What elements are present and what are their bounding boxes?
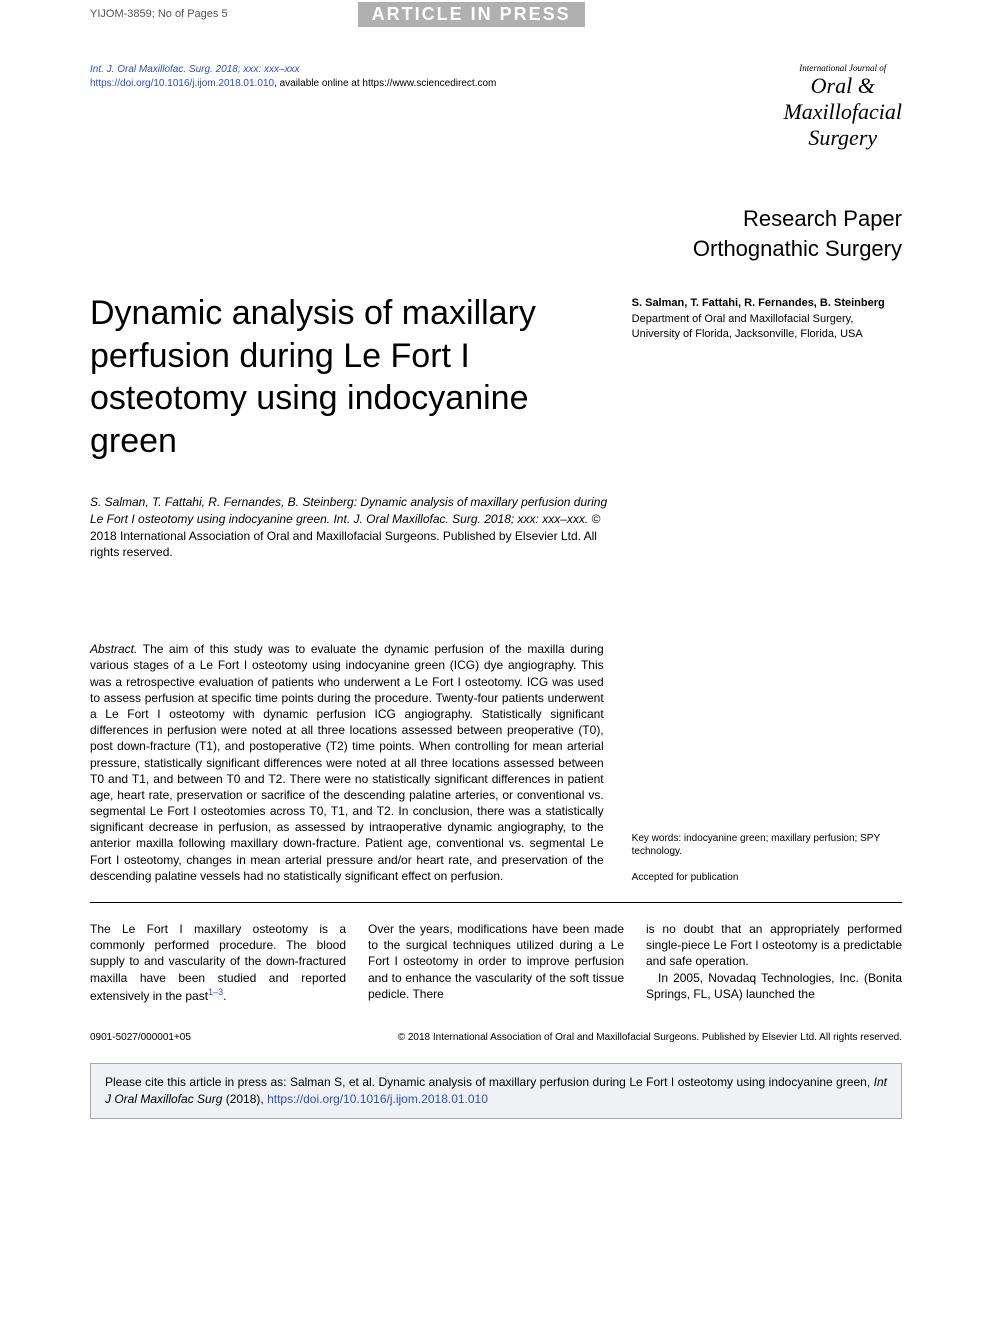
top-bar: YIJOM-3859; No of Pages 5 ARTICLE IN PRE… [0,0,992,28]
body-column-2: Over the years, modifications have been … [368,921,624,1004]
col3-para2: In 2005, Novadaq Technologies, Inc. (Bon… [646,970,902,1002]
body-column-3: is no doubt that an appropriately perfor… [646,921,902,1004]
paper-type-block: Research Paper Orthognathic Surgery [90,206,902,262]
divider-rule [90,902,902,903]
citation-superscript[interactable]: 1–3 [208,987,223,997]
footer-right: © 2018 International Association of Oral… [398,1032,902,1043]
page-content: Int. J. Oral Maxillofac. Surg. 2018; xxx… [0,63,992,1139]
journal-logo-line3: Surgery [783,125,902,151]
footer-left: 0901-5027/000001+05 [90,1032,191,1043]
doi-block: Int. J. Oral Maxillofac. Surg. 2018; xxx… [90,63,496,91]
header-row: Int. J. Oral Maxillofac. Surg. 2018; xxx… [90,63,902,151]
paper-type-label: Research Paper [90,206,902,232]
body-column-1: The Le Fort I maxillary osteotomy is a c… [90,921,346,1004]
author-affiliation: Department of Oral and Maxillofacial Sur… [632,312,902,341]
keywords: Key words: indocyanine green; maxillary … [632,832,902,859]
article-title: Dynamic analysis of maxillary perfusion … [90,292,604,462]
col1-end: . [223,989,226,1003]
citebox-doi-link[interactable]: https://doi.org/10.1016/j.ijom.2018.01.0… [267,1092,488,1106]
authors-block: S. Salman, T. Fattahi, R. Fernandes, B. … [632,292,902,462]
footer-line: 0901-5027/000001+05 © 2018 International… [90,1032,902,1043]
citebox-year: (2018), [222,1092,267,1106]
journal-reference: Int. J. Oral Maxillofac. Surg. 2018; xxx… [90,63,496,77]
article-in-press-banner: ARTICLE IN PRESS [358,2,585,27]
accepted-label: Accepted for publication [632,871,902,885]
abstract-text: The aim of this study was to evaluate th… [90,642,604,883]
citebox-pre: Please cite this article in press as: Sa… [105,1075,874,1089]
body-columns: The Le Fort I maxillary osteotomy is a c… [90,921,902,1004]
journal-logo: International Journal of Oral & Maxillof… [783,63,902,151]
paper-section-label: Orthognathic Surgery [90,236,902,262]
col2-text: Over the years, modifications have been … [368,922,624,1001]
journal-logo-supertitle: International Journal of [783,63,902,73]
available-online-text: , available online at https://www.scienc… [274,78,496,89]
author-names: S. Salman, T. Fattahi, R. Fernandes, B. … [632,296,902,310]
doi-link[interactable]: https://doi.org/10.1016/j.ijom.2018.01.0… [90,78,274,89]
title-row: Dynamic analysis of maxillary perfusion … [90,292,902,462]
citation-block: S. Salman, T. Fattahi, R. Fernandes, B. … [90,494,620,561]
journal-logo-line1: Oral & [783,73,902,99]
model-id: YIJOM-3859; No of Pages 5 [90,8,228,20]
abstract-label: Abstract. [90,642,137,656]
cite-this-article-box: Please cite this article in press as: Sa… [90,1063,902,1119]
abstract-block: Abstract. The aim of this study was to e… [90,641,604,884]
col3-para1: is no doubt that an appropriately perfor… [646,921,902,970]
citation-italic: S. Salman, T. Fattahi, R. Fernandes, B. … [90,495,607,526]
abstract-row: Abstract. The aim of this study was to e… [90,641,902,884]
meta-block: Key words: indocyanine green; maxillary … [632,832,902,885]
journal-logo-line2: Maxillofacial [783,99,902,125]
